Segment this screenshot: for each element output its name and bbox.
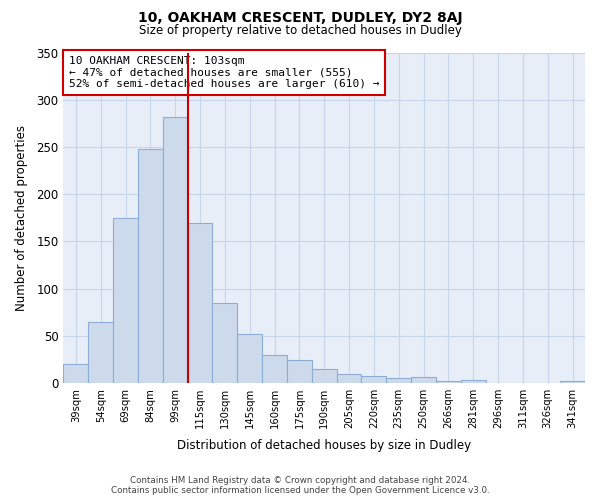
Text: 10, OAKHAM CRESCENT, DUDLEY, DY2 8AJ: 10, OAKHAM CRESCENT, DUDLEY, DY2 8AJ [137,11,463,25]
Bar [237,334,262,383]
Bar [262,355,287,383]
Bar [64,364,88,383]
X-axis label: Distribution of detached houses by size in Dudley: Distribution of detached houses by size … [177,440,471,452]
Bar [461,380,485,383]
Text: 10 OAKHAM CRESCENT: 103sqm
← 47% of detached houses are smaller (555)
52% of sem: 10 OAKHAM CRESCENT: 103sqm ← 47% of deta… [68,56,379,89]
Bar [337,374,361,383]
Bar [361,376,386,383]
Y-axis label: Number of detached properties: Number of detached properties [15,125,28,311]
Bar [287,360,312,383]
Bar [113,218,138,383]
Bar [138,149,163,383]
Bar [188,222,212,383]
Bar [88,322,113,383]
Bar [212,303,237,383]
Bar [560,382,585,383]
Text: Size of property relative to detached houses in Dudley: Size of property relative to detached ho… [139,24,461,37]
Bar [312,369,337,383]
Bar [386,378,411,383]
Text: Contains HM Land Registry data © Crown copyright and database right 2024.
Contai: Contains HM Land Registry data © Crown c… [110,476,490,495]
Bar [436,382,461,383]
Bar [411,378,436,383]
Bar [163,116,188,383]
